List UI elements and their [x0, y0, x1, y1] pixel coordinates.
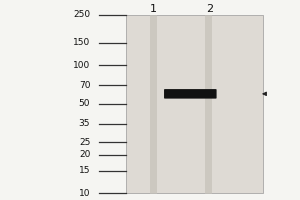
Text: 25: 25 [79, 138, 90, 147]
Text: 20: 20 [79, 150, 90, 159]
Text: 70: 70 [79, 81, 90, 90]
Text: 15: 15 [79, 166, 90, 175]
Text: 10: 10 [79, 189, 90, 198]
Text: 150: 150 [73, 38, 90, 47]
Text: 250: 250 [73, 10, 90, 19]
Text: 100: 100 [73, 61, 90, 70]
Text: 50: 50 [79, 99, 90, 108]
FancyBboxPatch shape [164, 89, 217, 99]
Text: 2: 2 [206, 4, 213, 14]
Bar [126, 15, 263, 193]
Text: 35: 35 [79, 119, 90, 128]
Text: 1: 1 [149, 4, 157, 14]
